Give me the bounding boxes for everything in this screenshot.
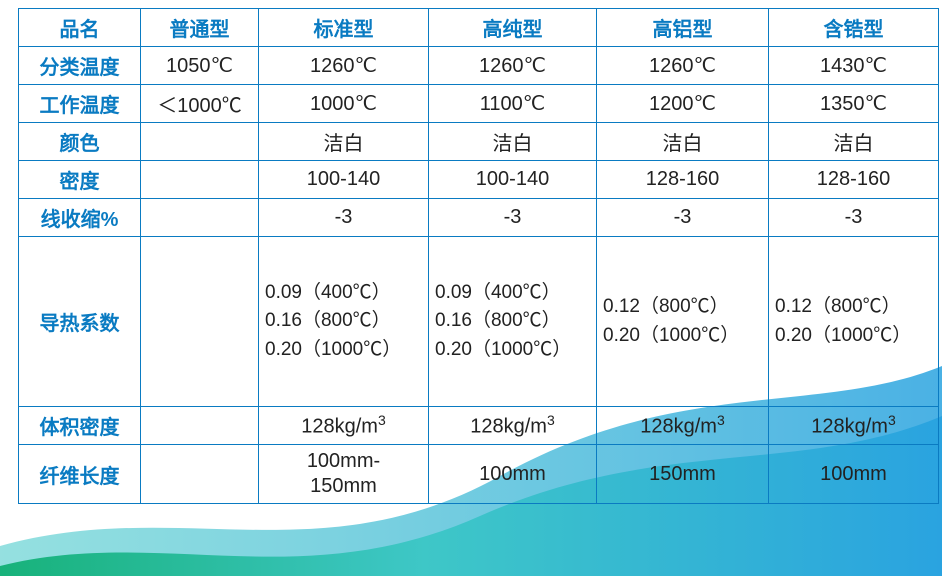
table-cell: -3: [597, 199, 769, 237]
table-cell: [141, 123, 259, 161]
table-cell: 150mm: [597, 445, 769, 504]
table-cell: [141, 445, 259, 504]
table-cell: 0.12（800℃）0.20（1000℃）: [769, 237, 939, 407]
col-high-alumina: 高铝型: [597, 9, 769, 47]
table-cell: 1000℃: [259, 85, 429, 123]
row-label: 密度: [19, 161, 141, 199]
table-cell: 洁白: [597, 123, 769, 161]
col-high-purity: 高纯型: [429, 9, 597, 47]
table-cell: 100mm: [429, 445, 597, 504]
table-cell: -3: [769, 199, 939, 237]
table-cell: 128-160: [769, 161, 939, 199]
table-cell: [141, 237, 259, 407]
row-label: 纤维长度: [19, 445, 141, 504]
row-label: 线收缩%: [19, 199, 141, 237]
table-row: 工作温度＜1000℃1000℃1100℃1200℃1350℃: [19, 85, 939, 123]
table-cell: 0.09（400℃）0.16（800℃）0.20（1000℃）: [429, 237, 597, 407]
table-cell: -3: [429, 199, 597, 237]
table-cell: 100-140: [429, 161, 597, 199]
table-body: 分类温度1050℃1260℃1260℃1260℃1430℃工作温度＜1000℃1…: [19, 47, 939, 504]
table-cell: 100-140: [259, 161, 429, 199]
row-label: 导热系数: [19, 237, 141, 407]
table-cell: 洁白: [769, 123, 939, 161]
col-zirconia: 含锆型: [769, 9, 939, 47]
table-cell: 1430℃: [769, 47, 939, 85]
col-name: 品名: [19, 9, 141, 47]
table-cell: 0.12（800℃）0.20（1000℃）: [597, 237, 769, 407]
table-cell: 1260℃: [259, 47, 429, 85]
row-label: 体积密度: [19, 407, 141, 445]
table-cell: [141, 407, 259, 445]
table-cell: -3: [259, 199, 429, 237]
row-label: 工作温度: [19, 85, 141, 123]
table-cell: 1260℃: [429, 47, 597, 85]
table-row: 颜色洁白洁白洁白洁白: [19, 123, 939, 161]
table-cell: [141, 199, 259, 237]
table-cell: 1260℃: [597, 47, 769, 85]
table-row: 线收缩%-3-3-3-3: [19, 199, 939, 237]
spec-table-container: 品名 普通型 标准型 高纯型 高铝型 含锆型 分类温度1050℃1260℃126…: [0, 0, 942, 504]
table-cell: 128kg/m3: [259, 407, 429, 445]
table-header-row: 品名 普通型 标准型 高纯型 高铝型 含锆型: [19, 9, 939, 47]
table-cell: 100mm-150mm: [259, 445, 429, 504]
table-cell: 128-160: [597, 161, 769, 199]
table-cell: 128kg/m3: [597, 407, 769, 445]
table-cell: 1050℃: [141, 47, 259, 85]
table-row: 导热系数 0.09（400℃）0.16（800℃）0.20（1000℃）0.09（…: [19, 237, 939, 407]
table-cell: 100mm: [769, 445, 939, 504]
row-label: 分类温度: [19, 47, 141, 85]
table-cell: 1350℃: [769, 85, 939, 123]
table-cell: 1200℃: [597, 85, 769, 123]
table-cell: [141, 161, 259, 199]
col-standard: 标准型: [259, 9, 429, 47]
table-cell: 128kg/m3: [429, 407, 597, 445]
table-row: 体积密度128kg/m3128kg/m3128kg/m3128kg/m3: [19, 407, 939, 445]
table-cell: 洁白: [259, 123, 429, 161]
table-row: 分类温度1050℃1260℃1260℃1260℃1430℃: [19, 47, 939, 85]
row-label: 颜色: [19, 123, 141, 161]
table-row: 密度100-140100-140128-160128-160: [19, 161, 939, 199]
table-cell: 0.09（400℃）0.16（800℃）0.20（1000℃）: [259, 237, 429, 407]
table-cell: 洁白: [429, 123, 597, 161]
table-cell: ＜1000℃: [141, 85, 259, 123]
table-cell: 128kg/m3: [769, 407, 939, 445]
spec-table: 品名 普通型 标准型 高纯型 高铝型 含锆型 分类温度1050℃1260℃126…: [18, 8, 939, 504]
table-row: 纤维长度100mm-150mm100mm150mm100mm: [19, 445, 939, 504]
table-cell: 1100℃: [429, 85, 597, 123]
col-common: 普通型: [141, 9, 259, 47]
